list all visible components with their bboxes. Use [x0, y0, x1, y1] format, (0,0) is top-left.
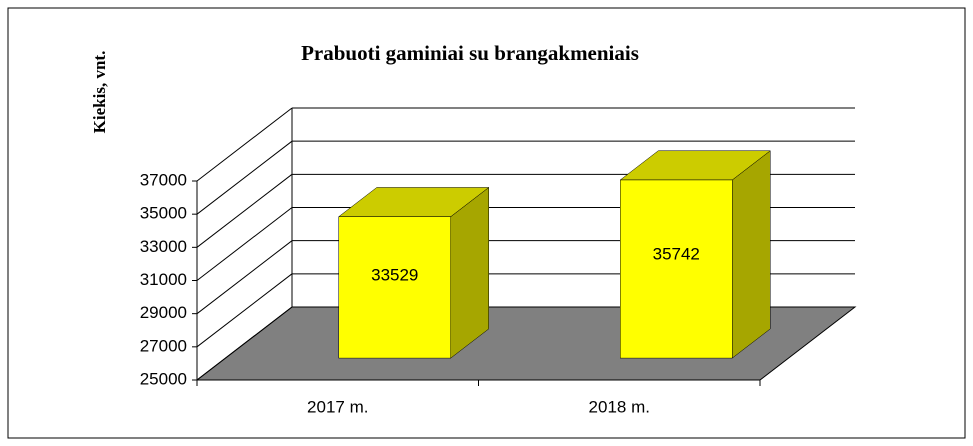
data-label: 33529: [371, 266, 418, 285]
bar: [338, 216, 451, 359]
x-tick-label: 2018 m.: [589, 397, 650, 416]
y-axis-label: Kiekis, vnt.: [90, 51, 109, 134]
x-tick-label: 2017 m.: [307, 397, 368, 416]
data-label: 35742: [653, 244, 700, 263]
grid-line: [196, 273, 293, 348]
grid-line: [196, 240, 293, 315]
grid-line: [196, 306, 293, 381]
y-tick-label: 29000: [140, 303, 187, 322]
y-tick-label: 35000: [140, 204, 187, 223]
grid-line: [196, 207, 293, 281]
y-tick-label: 33000: [140, 237, 187, 256]
grid-line: [196, 173, 293, 248]
y-tick-label: 37000: [140, 170, 187, 189]
grid-line: [196, 140, 293, 215]
y-tick-label: 27000: [140, 336, 187, 355]
grid-line: [196, 107, 293, 182]
y-tick-label: 25000: [140, 369, 187, 388]
chart-title: Prabuoti gaminiai su brangakmeniais: [301, 41, 639, 65]
bar: [620, 179, 733, 359]
y-tick-label: 31000: [140, 270, 187, 289]
bar-side: [732, 150, 771, 359]
bar-side: [450, 186, 489, 359]
